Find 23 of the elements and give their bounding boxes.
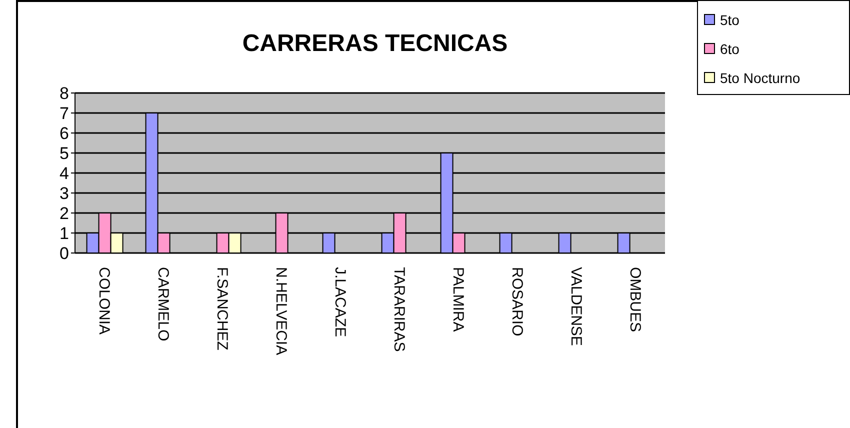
x-tick-label: N.HELVECIA [272, 267, 290, 356]
x-tick-label: J.LACAZE [332, 267, 348, 338]
x-tick-label: PALMIRA [450, 267, 466, 332]
y-tick-label: 6 [60, 124, 69, 144]
y-tick-label: 4 [60, 164, 69, 184]
y-tick-label: 8 [60, 84, 69, 104]
chart-title: CARRERAS TECNICAS [241, 30, 509, 58]
x-tick-label: TARARIRAS [390, 267, 408, 352]
x-tick-label: COLONIA [96, 267, 112, 335]
x-tick-label: CARMELO [154, 267, 172, 342]
y-tick-label: 1 [60, 224, 69, 244]
legend-label: 5to Nocturno [720, 70, 800, 86]
legend-label: 5to [720, 12, 740, 28]
x-tick-label: VALDENSE [568, 267, 584, 346]
y-tick-label: 3 [60, 184, 69, 204]
y-tick-label: 7 [60, 104, 69, 124]
x-tick-label: F.SANCHEZ [214, 267, 230, 350]
x-tick-label: OMBUES [626, 267, 644, 332]
legend-label: 6to [720, 40, 740, 56]
y-tick-label: 0 [60, 244, 69, 264]
x-tick-label: ROSARIO [508, 267, 526, 336]
y-tick-label: 5 [60, 144, 69, 164]
y-tick-label: 2 [60, 204, 69, 224]
